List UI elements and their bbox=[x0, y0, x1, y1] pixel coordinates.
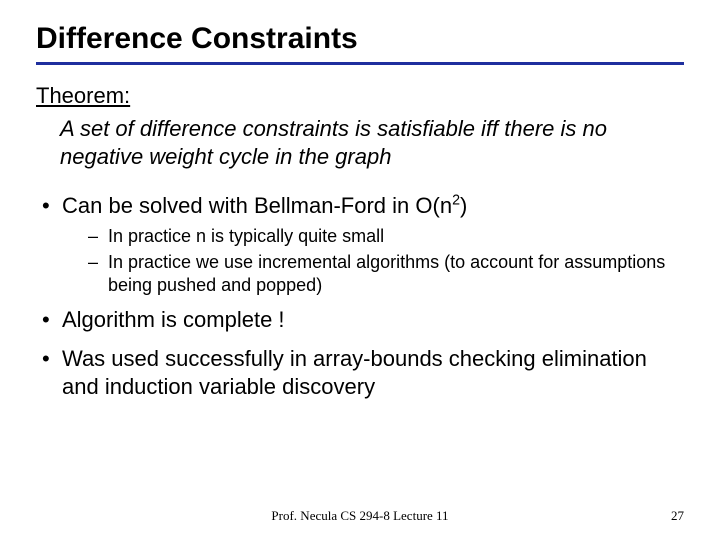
bullet-text: Can be solved with Bellman-Ford in O(n bbox=[62, 193, 452, 218]
bullet-item: Can be solved with Bellman-Ford in O(n2)… bbox=[36, 192, 684, 296]
bullet-list: Can be solved with Bellman-Ford in O(n2)… bbox=[36, 192, 684, 402]
sub-bullet-item: In practice n is typically quite small bbox=[88, 225, 684, 248]
sub-bullet-list: In practice n is typically quite small I… bbox=[88, 225, 684, 297]
bullet-item: Was used successfully in array-bounds ch… bbox=[36, 345, 684, 402]
theorem-label: Theorem: bbox=[36, 83, 684, 109]
title-rule bbox=[36, 62, 684, 65]
page-number: 27 bbox=[671, 508, 684, 524]
superscript: 2 bbox=[452, 193, 460, 209]
bullet-item: Algorithm is complete ! bbox=[36, 306, 684, 335]
footer-center-text: Prof. Necula CS 294-8 Lecture 11 bbox=[0, 508, 720, 524]
slide-title: Difference Constraints bbox=[36, 22, 684, 56]
slide: Difference Constraints Theorem: A set of… bbox=[0, 0, 720, 540]
footer: Prof. Necula CS 294-8 Lecture 11 27 bbox=[0, 508, 720, 524]
theorem-body: A set of difference constraints is satis… bbox=[60, 115, 684, 170]
sub-bullet-item: In practice we use incremental algorithm… bbox=[88, 251, 684, 296]
bullet-text: ) bbox=[460, 193, 467, 218]
